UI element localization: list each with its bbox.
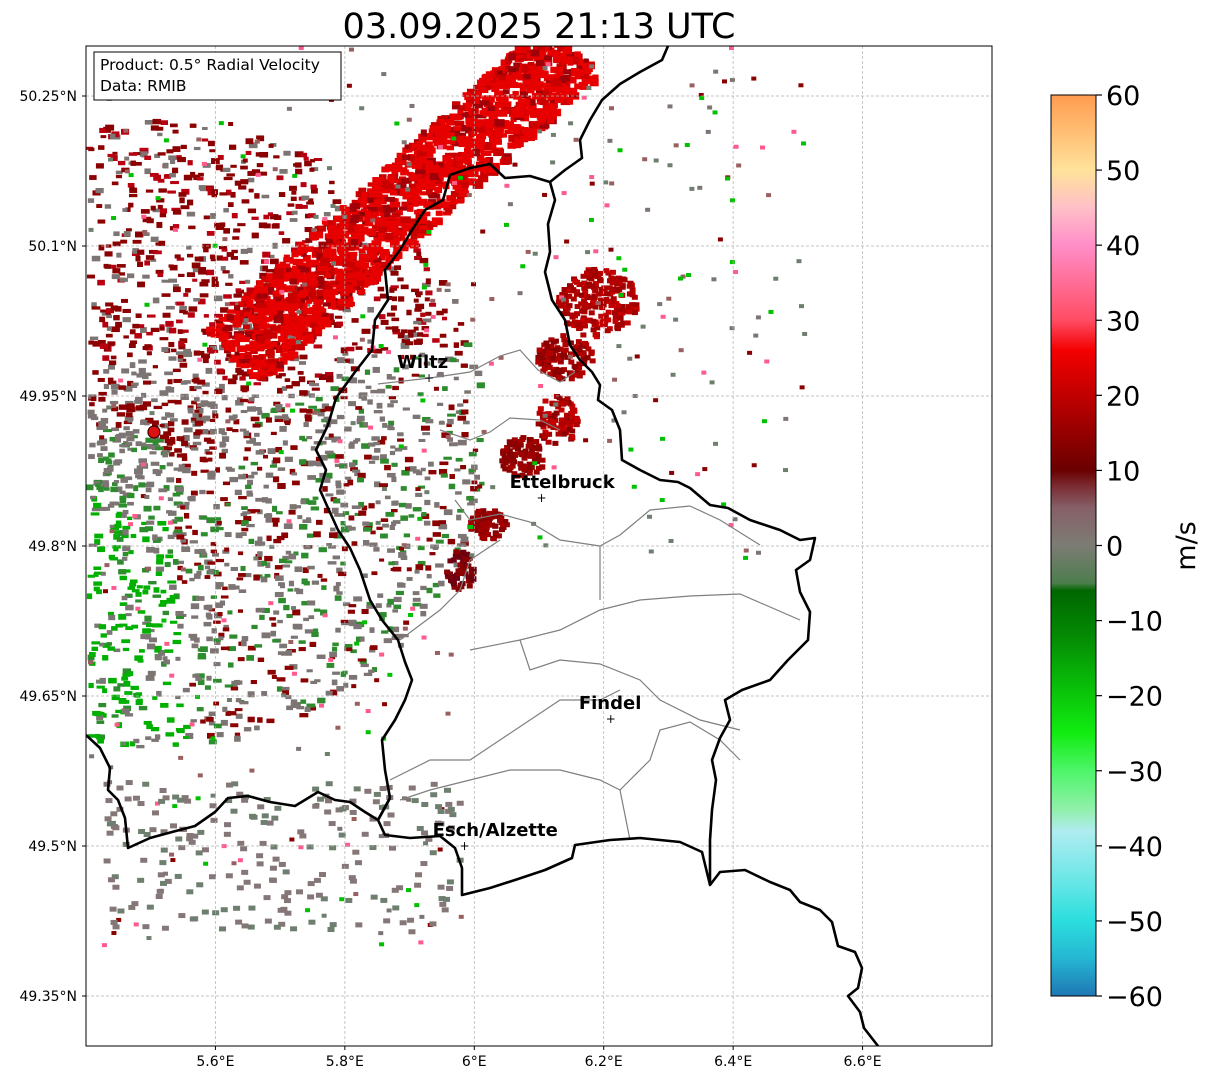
lon-tick-label: 6°E: [462, 1054, 487, 1070]
colorbar-tick-label: −40: [1106, 832, 1163, 863]
colorbar-tick-label: 0: [1106, 532, 1123, 563]
longitude-tick-labels: 5.6°E 5.8°E 6°E 6.2°E 6.4°E 6.6°E: [196, 1046, 882, 1070]
lat-tick-label: 49.65°N: [19, 689, 77, 705]
city-wiltz: +Wiltz: [397, 352, 448, 385]
city-labels: +Wiltz+Ettelbruck+Findel+Esch/Alzette: [397, 352, 641, 853]
city-marker-icon: +: [606, 712, 616, 726]
city-label: Ettelbruck: [510, 472, 616, 493]
colorbar-tick-label: −60: [1106, 982, 1163, 1013]
lat-tick-label: 49.8°N: [28, 539, 77, 555]
lat-tick-label: 49.5°N: [28, 839, 77, 855]
figure-title: 03.09.2025 21:13 UTC: [343, 7, 736, 47]
colorbar-tick-label: −30: [1106, 757, 1163, 788]
city-findel: +Findel: [579, 693, 642, 726]
radar-echo-layer: [86, 46, 808, 948]
info-product: Product: 0.5° Radial Velocity: [100, 56, 320, 74]
lat-tick-label: 49.35°N: [19, 989, 77, 1005]
colorbar-tick-label: 30: [1106, 306, 1140, 337]
colorbar: 60 50 40 30 20 10 0 −10 −20 −30 −40 −50 −60 m/s: [1050, 81, 1202, 1013]
city-marker-icon: +: [424, 371, 434, 385]
lat-tick-label: 50.1°N: [28, 239, 77, 255]
info-source: Data: RMIB: [100, 77, 187, 95]
info-box: Product: 0.5° Radial Velocity Data: RMIB: [93, 51, 342, 101]
lat-tick-label: 49.95°N: [19, 389, 77, 405]
canton-boundaries: [377, 349, 801, 841]
city-label: Findel: [579, 693, 642, 714]
colorbar-unit-label: m/s: [1171, 521, 1202, 570]
country-borders: [86, 46, 880, 1046]
colorbar-tick-label: −20: [1106, 682, 1163, 713]
map-gridlines: [86, 46, 992, 1046]
colorbar-ticks: 60 50 40 30 20 10 0 −10 −20 −30 −40 −50 −60: [1096, 81, 1163, 1013]
lon-tick-label: 5.8°E: [326, 1054, 364, 1070]
lon-tick-label: 6.2°E: [585, 1054, 623, 1070]
city-ettelbruck: +Ettelbruck: [510, 472, 616, 505]
latitude-tick-labels: 50.25°N 50.1°N 49.95°N 49.8°N 49.65°N 49.5°N 4…: [19, 89, 86, 1005]
city-marker-icon: +: [537, 491, 547, 505]
colorbar-tick-label: 60: [1106, 81, 1140, 112]
colorbar-tick-label: 20: [1106, 381, 1140, 412]
colorbar-gradient: [1050, 94, 1097, 997]
colorbar-tick-label: −50: [1106, 907, 1163, 938]
lon-tick-label: 5.6°E: [196, 1054, 234, 1070]
city-label: Wiltz: [397, 352, 448, 373]
lat-tick-label: 50.25°N: [19, 89, 77, 105]
lon-tick-label: 6.6°E: [844, 1054, 882, 1070]
city-esch-alzette: +Esch/Alzette: [433, 820, 558, 853]
radar-site-marker: [147, 425, 161, 439]
city-label: Esch/Alzette: [433, 820, 558, 841]
colorbar-tick-label: 10: [1106, 456, 1140, 487]
colorbar-tick-label: 40: [1106, 231, 1140, 262]
map-panel: +Wiltz+Ettelbruck+Findel+Esch/Alzette Pr…: [19, 45, 993, 1070]
colorbar-tick-label: 50: [1106, 156, 1140, 187]
colorbar-tick-label: −10: [1106, 607, 1163, 638]
lon-tick-label: 6.4°E: [714, 1054, 752, 1070]
city-marker-icon: +: [460, 839, 470, 853]
